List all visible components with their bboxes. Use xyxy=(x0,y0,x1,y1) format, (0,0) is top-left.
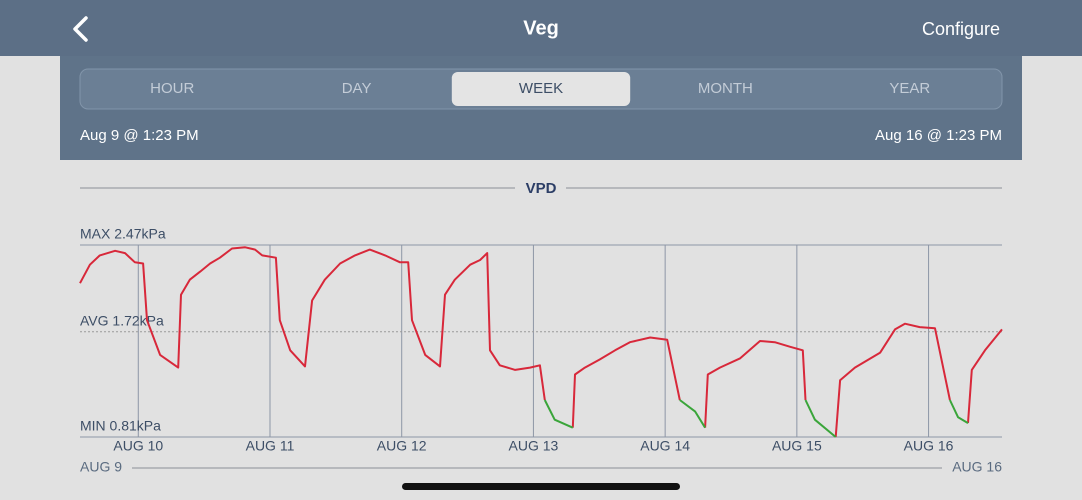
tab[interactable]: MONTH xyxy=(698,80,753,97)
back-button[interactable] xyxy=(73,16,88,42)
range-label: AUG 9 xyxy=(80,459,122,475)
tab[interactable]: DAY xyxy=(342,80,372,97)
data-line xyxy=(79,246,1003,438)
tab[interactable]: HOUR xyxy=(150,80,194,97)
range-end: Aug 16 @ 1:23 PM xyxy=(875,127,1002,144)
configure-button[interactable]: Configure xyxy=(922,19,1000,39)
y-tick-label: MIN 0.81kPa xyxy=(80,418,161,434)
range-start: Aug 9 @ 1:23 PM xyxy=(80,127,199,144)
x-tick-label: AUG 13 xyxy=(509,438,559,454)
chart-title: VPD xyxy=(526,180,557,197)
x-tick-label: AUG 14 xyxy=(640,438,690,454)
x-tick-label: AUG 16 xyxy=(904,438,954,454)
y-tick-label: AVG 1.72kPa xyxy=(80,312,164,328)
data-line xyxy=(543,399,969,438)
home-indicator xyxy=(402,483,680,490)
tab-selected xyxy=(451,72,631,106)
x-tick-label: AUG 15 xyxy=(772,438,822,454)
tab[interactable]: YEAR xyxy=(889,80,930,97)
tab[interactable]: WEEK xyxy=(519,80,563,97)
x-tick-label: AUG 11 xyxy=(246,438,295,454)
range-label: AUG 16 xyxy=(952,459,1002,475)
nav-bar xyxy=(0,0,1082,56)
x-tick-label: AUG 12 xyxy=(377,438,427,454)
nav-title: Veg xyxy=(523,17,559,39)
x-tick-label: AUG 10 xyxy=(113,438,163,454)
y-tick-label: MAX 2.47kPa xyxy=(80,226,166,242)
